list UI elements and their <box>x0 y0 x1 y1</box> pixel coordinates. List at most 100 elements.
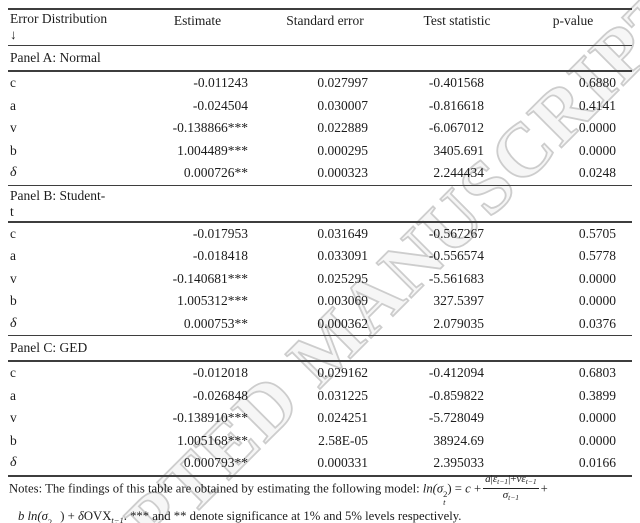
panel-a-label: Panel A: Normal <box>8 46 632 72</box>
param-label: b <box>10 432 17 448</box>
param-label: v <box>10 410 17 425</box>
estimate-value: -0.018418 <box>192 248 248 263</box>
std-error-value: 0.024251 <box>317 410 368 425</box>
estimate-value: -0.012018 <box>192 365 248 380</box>
std-error-value: 0.031225 <box>317 387 368 403</box>
formula-close-plus: ) + <box>60 509 78 523</box>
p-value: 0.0000 <box>578 142 616 158</box>
table-row: b 1.005168*** 2.58E-05 38924.69 0.0000 <box>8 430 632 453</box>
header-test-statistic: Test statistic <box>423 13 491 28</box>
formula-sub-t1: t−1 <box>525 477 537 486</box>
param-label-delta: δ <box>10 315 17 331</box>
panel-c-label: Panel C: GED <box>8 336 632 362</box>
std-error-value: 0.000295 <box>317 142 368 158</box>
table-row: δ 0.000726** 0.000323 2.244434 0.0248 <box>8 162 632 185</box>
param-label-delta: δ <box>10 455 17 470</box>
fraction-denominator: σt−1 <box>483 489 539 504</box>
abs-bar-plus: |+ <box>508 473 517 485</box>
p-value: 0.0376 <box>578 315 616 331</box>
header-standard-error: Standard error <box>286 13 364 28</box>
panel-b-label-line1: Panel B: Student- <box>10 187 106 203</box>
fraction-numerator: a|εt−1|+vεt−1 <box>483 473 539 489</box>
estimate-value: 1.005312*** <box>177 293 248 308</box>
panel-c: Panel C: GED c -0.012018 0.029162 -0.412… <box>8 336 632 477</box>
test-stat-value: 3405.691 <box>433 142 484 158</box>
p-value: 0.0000 <box>578 410 616 425</box>
p-value: 0.5778 <box>578 248 616 263</box>
formula-var-c: c <box>465 481 471 496</box>
formula-epsilon-2: ε <box>521 473 526 485</box>
estimate-value: -0.026848 <box>192 387 248 403</box>
test-stat-value: -5.561683 <box>428 270 484 286</box>
table-row: v -0.138910*** 0.024251 -5.728049 0.0000 <box>8 407 632 430</box>
panel-b-label-line2: t <box>10 203 14 219</box>
formula-plus-2: + <box>540 481 548 496</box>
param-label: v <box>10 270 17 286</box>
estimate-value: -0.138866*** <box>172 120 248 135</box>
table-row: a -0.024504 0.030007 -0.816618 0.4141 <box>8 95 632 118</box>
formula-sigma-subsup-2: 2t−1 <box>47 517 60 523</box>
panel-b: Panel B: Student- t c -0.017953 0.031649… <box>8 186 632 336</box>
std-error-value: 0.000323 <box>317 165 368 180</box>
param-label: v <box>10 120 17 135</box>
p-value: 0.6803 <box>578 365 616 380</box>
param-label: b <box>10 142 17 158</box>
formula-sub-t1: t−1 <box>497 477 509 486</box>
std-error-value: 0.030007 <box>317 97 368 113</box>
test-stat-value: -0.567267 <box>428 225 484 241</box>
param-label: a <box>10 387 16 403</box>
p-value: 0.0000 <box>578 293 616 308</box>
std-error-value: 0.027997 <box>317 75 368 90</box>
std-error-value: 0.033091 <box>317 248 368 263</box>
param-label: c <box>10 225 16 241</box>
results-table: Error Distribution ↓ Estimate Standard e… <box>8 8 632 477</box>
std-error-value: 0.000331 <box>317 455 368 470</box>
header-error-distribution: Error Distribution ↓ <box>8 11 145 43</box>
table-row: a -0.018418 0.033091 -0.556574 0.5778 <box>8 245 632 268</box>
formula-epsilon-1: ε <box>492 473 498 485</box>
test-stat-value: -0.556574 <box>428 248 484 263</box>
estimate-value: -0.140681*** <box>172 270 248 286</box>
p-value: 0.0000 <box>578 270 616 286</box>
table-row: δ 0.000753** 0.000362 2.079035 0.0376 <box>8 313 632 336</box>
test-stat-value: 2.395033 <box>433 455 484 470</box>
formula-sup-2: 2 <box>443 489 448 500</box>
formula-sup-2: 2 <box>47 517 53 523</box>
formula-delta: δ <box>77 509 84 523</box>
table-row: δ 0.000793** 0.000331 2.395033 0.0166 <box>8 452 632 475</box>
param-label-delta: δ <box>10 165 17 180</box>
std-error-value: 0.003069 <box>317 293 368 308</box>
formula-ln-sigma-2: ln(σ <box>24 509 48 523</box>
table-notes: Notes: The findings of this table are ob… <box>9 473 633 523</box>
estimate-value: -0.138910*** <box>172 410 248 425</box>
test-stat-value: -0.859822 <box>428 387 484 403</box>
std-error-value: 0.022889 <box>317 120 368 135</box>
estimate-value: 0.000793** <box>183 455 248 470</box>
test-stat-value: 327.5397 <box>433 293 484 308</box>
table-row: v -0.138866*** 0.022889 -6.067012 0.0000 <box>8 117 632 140</box>
param-label: a <box>10 248 16 263</box>
notes-line-2: b ln(σ2t−1) + δOVXt−1. *** and ** denote… <box>9 506 633 523</box>
test-stat-value: -0.412094 <box>428 365 484 380</box>
test-stat-value: 2.244434 <box>433 165 484 180</box>
p-value: 0.3899 <box>578 387 616 403</box>
test-stat-value: -5.728049 <box>428 410 484 425</box>
estimate-value: 1.004489*** <box>177 142 248 158</box>
panel-a: Panel A: Normal c -0.011243 0.027997 -0.… <box>8 46 632 186</box>
formula-sigma-den: σ <box>502 489 509 501</box>
std-error-value: 0.029162 <box>317 365 368 380</box>
std-error-value: 0.025295 <box>317 270 368 286</box>
param-label: a <box>10 97 16 113</box>
param-label: c <box>10 75 16 90</box>
table-row: c -0.012018 0.029162 -0.412094 0.6803 <box>8 362 632 385</box>
formula-ln-sigma: ln(σ <box>422 481 444 496</box>
estimate-value: -0.024504 <box>192 97 248 113</box>
std-error-value: 0.000362 <box>317 315 368 331</box>
table-row: v -0.140681*** 0.025295 -5.561683 0.0000 <box>8 268 632 291</box>
estimate-value: -0.017953 <box>192 225 248 241</box>
std-error-value: 0.031649 <box>317 225 368 241</box>
table-row: c -0.011243 0.027997 -0.401568 0.6880 <box>8 72 632 95</box>
formula-var-a: a <box>485 473 491 485</box>
estimate-value: 0.000753** <box>183 315 248 331</box>
table-row: b 1.004489*** 0.000295 3405.691 0.0000 <box>8 140 632 163</box>
